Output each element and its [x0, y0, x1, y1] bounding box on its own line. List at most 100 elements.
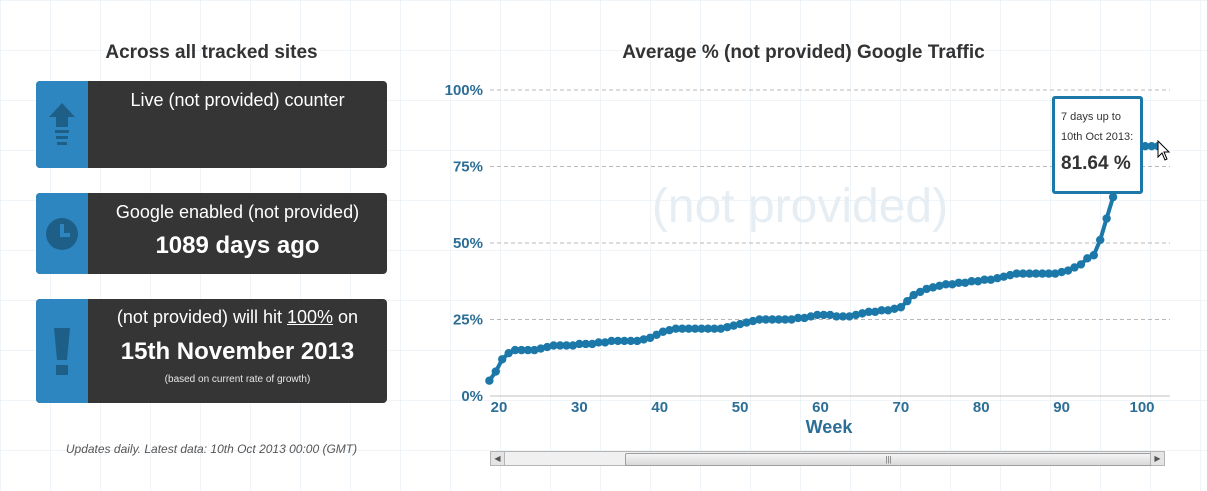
data-point[interactable] — [1147, 141, 1156, 151]
data-point[interactable] — [1076, 260, 1086, 269]
data-point[interactable] — [613, 336, 623, 346]
data-point[interactable] — [1108, 192, 1118, 202]
scroll-right-button[interactable]: ▶ — [1150, 452, 1164, 465]
data-point[interactable] — [941, 280, 951, 289]
data-point[interactable] — [491, 367, 500, 376]
data-point[interactable] — [967, 277, 976, 286]
data-point[interactable] — [774, 315, 783, 324]
data-point[interactable] — [761, 315, 771, 324]
data-point[interactable] — [800, 313, 809, 323]
data-point[interactable] — [658, 327, 668, 336]
data-point[interactable] — [697, 324, 706, 333]
data-point[interactable] — [1057, 267, 1066, 277]
data-point[interactable] — [723, 322, 732, 332]
data-point[interactable] — [536, 344, 545, 353]
data-point[interactable] — [838, 312, 848, 321]
data-point[interactable] — [729, 321, 738, 330]
data-point[interactable] — [1083, 254, 1092, 263]
data-point[interactable] — [594, 338, 603, 347]
data-point[interactable] — [1031, 269, 1041, 278]
data-point[interactable] — [845, 312, 854, 321]
data-point[interactable] — [1012, 269, 1021, 278]
data-point[interactable] — [883, 306, 893, 315]
data-point[interactable] — [993, 273, 1002, 283]
data-point[interactable] — [980, 275, 989, 284]
data-point[interactable] — [909, 290, 918, 300]
data-point[interactable] — [504, 348, 513, 358]
data-point[interactable] — [806, 312, 816, 321]
data-point[interactable] — [935, 281, 944, 291]
data-point[interactable] — [485, 376, 494, 385]
data-point[interactable] — [1005, 270, 1015, 280]
chart-scrollbar[interactable]: ◀ ||| ▶ — [490, 451, 1165, 466]
data-point[interactable] — [793, 313, 803, 323]
data-point[interactable] — [1141, 141, 1150, 151]
data-point[interactable] — [960, 278, 970, 287]
data-point[interactable] — [1070, 263, 1079, 272]
data-point[interactable] — [755, 315, 764, 324]
data-point[interactable] — [549, 341, 558, 350]
data-point[interactable] — [903, 296, 912, 306]
data-point[interactable] — [543, 342, 552, 352]
data-point[interactable] — [633, 336, 642, 346]
data-point[interactable] — [645, 333, 655, 343]
data-point[interactable] — [684, 324, 693, 333]
data-point[interactable] — [825, 310, 835, 320]
data-point[interactable] — [890, 304, 899, 313]
projection-100-link[interactable]: 100% — [287, 307, 334, 327]
data-point[interactable] — [864, 307, 873, 317]
data-point[interactable] — [999, 272, 1008, 281]
data-point[interactable] — [877, 306, 886, 315]
data-point[interactable] — [780, 315, 790, 324]
data-point[interactable] — [928, 283, 938, 292]
data-point[interactable] — [568, 341, 578, 350]
data-point[interactable] — [973, 277, 983, 286]
data-point[interactable] — [710, 324, 719, 333]
data-point[interactable] — [915, 287, 925, 297]
data-point[interactable] — [562, 341, 571, 350]
data-point[interactable] — [690, 324, 700, 333]
data-point[interactable] — [813, 310, 822, 320]
data-point[interactable] — [1089, 251, 1098, 260]
data-point[interactable] — [1044, 269, 1053, 278]
data-point[interactable] — [626, 336, 636, 346]
data-point[interactable] — [620, 336, 629, 346]
data-point[interactable] — [639, 335, 648, 344]
data-point[interactable] — [1025, 269, 1034, 278]
data-point[interactable] — [986, 275, 996, 284]
scroll-thumb[interactable]: ||| — [625, 453, 1152, 466]
data-point[interactable] — [858, 309, 867, 318]
data-point[interactable] — [703, 324, 713, 333]
data-point[interactable] — [948, 280, 957, 289]
data-point[interactable] — [787, 315, 796, 324]
data-point[interactable] — [1038, 269, 1047, 278]
data-point[interactable] — [832, 312, 841, 321]
data-point[interactable] — [575, 339, 584, 349]
data-point[interactable] — [870, 307, 880, 317]
data-point[interactable] — [851, 310, 861, 320]
data-point[interactable] — [819, 310, 828, 320]
data-point[interactable] — [748, 316, 758, 326]
data-point[interactable] — [896, 303, 906, 312]
data-point[interactable] — [530, 345, 539, 355]
data-point[interactable] — [652, 330, 661, 339]
data-point[interactable] — [510, 345, 520, 355]
data-point[interactable] — [768, 315, 777, 324]
data-point[interactable] — [735, 319, 745, 329]
data-point[interactable] — [742, 318, 751, 327]
data-point[interactable] — [665, 326, 674, 335]
data-point[interactable] — [1096, 235, 1105, 245]
data-point[interactable] — [523, 345, 533, 355]
data-point[interactable] — [1063, 266, 1073, 275]
data-point[interactable] — [498, 355, 507, 364]
data-point[interactable] — [581, 339, 591, 349]
data-point[interactable] — [588, 339, 597, 349]
data-point[interactable] — [922, 284, 931, 294]
data-point[interactable] — [600, 338, 610, 347]
data-point[interactable] — [517, 345, 526, 355]
data-point[interactable] — [555, 341, 565, 350]
scroll-left-button[interactable]: ◀ — [491, 452, 505, 465]
data-point[interactable] — [716, 324, 726, 333]
data-point[interactable] — [678, 324, 687, 333]
data-point[interactable] — [1018, 269, 1028, 278]
